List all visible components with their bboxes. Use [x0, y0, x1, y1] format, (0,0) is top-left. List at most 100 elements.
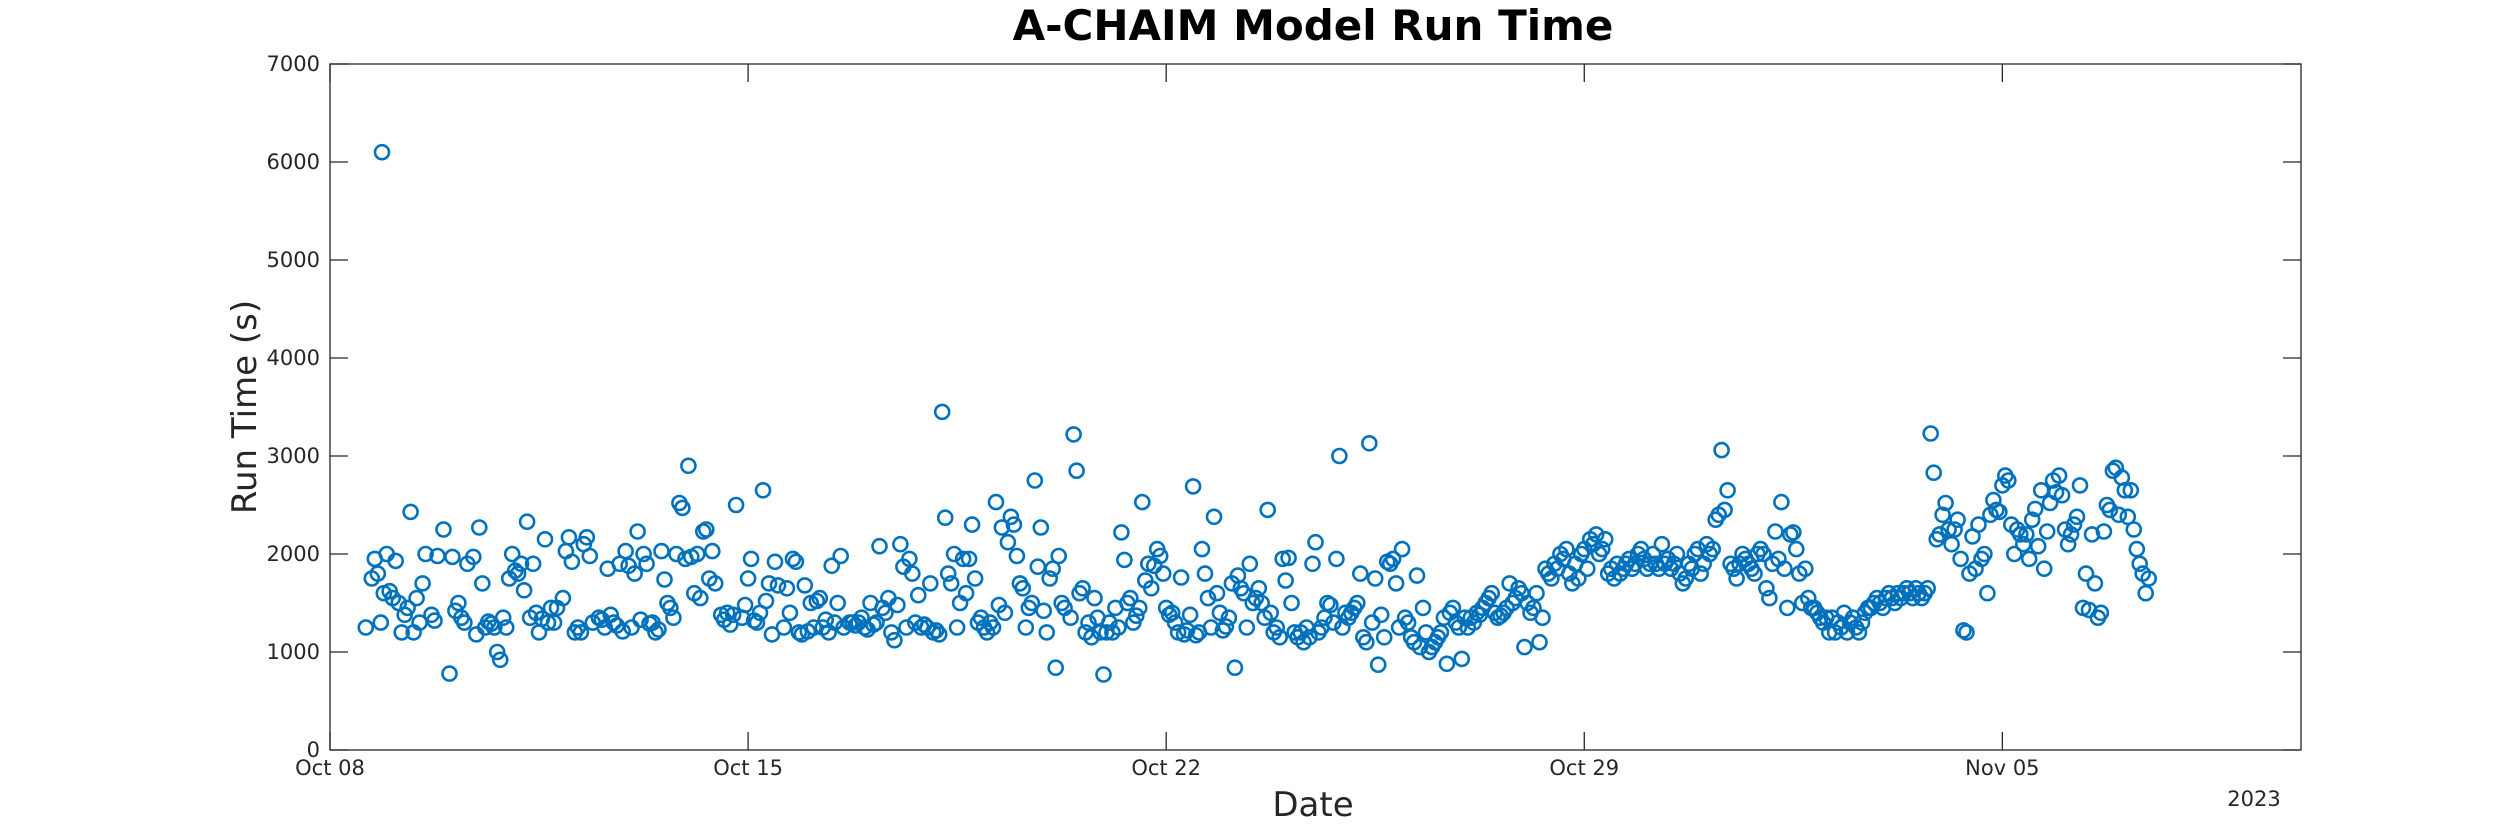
- data-point: [811, 589, 829, 607]
- data-point: [996, 604, 1014, 622]
- data-point: [372, 614, 390, 631]
- data-point: [1325, 614, 1342, 631]
- x-tick-label: Nov 05: [1965, 756, 2039, 780]
- data-point: [1113, 524, 1130, 541]
- data-point: [470, 519, 488, 536]
- data-point: [1970, 516, 1987, 533]
- data-point: [408, 589, 425, 607]
- data-point: [960, 550, 978, 568]
- plot-frame: [329, 63, 2302, 751]
- data-point: [832, 547, 850, 565]
- data-point: [1853, 614, 1871, 631]
- data-point: [1211, 604, 1229, 622]
- data-point: [1366, 570, 1384, 587]
- data-point: [999, 533, 1017, 551]
- data-point: [886, 631, 903, 649]
- data-point: [563, 553, 581, 571]
- y-tick-label: 1000: [267, 640, 320, 664]
- data-point: [426, 612, 443, 629]
- data-point: [2029, 537, 2047, 555]
- data-point: [930, 626, 948, 643]
- data-point: [2110, 506, 2128, 524]
- data-point: [1922, 425, 1939, 442]
- data-point: [1086, 589, 1103, 607]
- data-point: [757, 592, 775, 610]
- data-point: [674, 499, 691, 517]
- data-point: [593, 611, 611, 629]
- data-point: [1101, 614, 1118, 631]
- data-point: [1328, 550, 1345, 568]
- data-point: [1779, 599, 1796, 617]
- data-point: [1516, 638, 1533, 656]
- data-point: [697, 521, 715, 538]
- data-point: [706, 575, 724, 592]
- data-point: [1593, 540, 1611, 558]
- data-point: [2122, 481, 2140, 499]
- data-point: [444, 548, 461, 566]
- data-point: [2131, 555, 2148, 573]
- data-point: [662, 599, 679, 617]
- data-point: [1038, 624, 1055, 641]
- data-point: [736, 596, 754, 614]
- data-point: [2125, 521, 2143, 538]
- data-point: [889, 596, 906, 614]
- data-point: [441, 665, 458, 682]
- data-point: [2035, 560, 2053, 578]
- data-point: [653, 542, 670, 560]
- data-point: [2140, 570, 2157, 587]
- data-point: [1946, 521, 1963, 538]
- data-point: [936, 509, 954, 527]
- data-point: [668, 545, 685, 563]
- data-point: [1184, 478, 1202, 495]
- data-point: [2086, 575, 2104, 592]
- data-point: [2023, 511, 2041, 529]
- data-point: [512, 555, 530, 573]
- data-point: [1925, 464, 1942, 482]
- data-point: [1411, 638, 1429, 656]
- data-point: [1238, 619, 1256, 636]
- data-point: [1271, 628, 1288, 646]
- data-point: [2059, 535, 2077, 553]
- data-point: [1358, 633, 1375, 651]
- data-point: [1331, 447, 1348, 465]
- data-point: [1438, 655, 1456, 673]
- data-point: [688, 545, 706, 563]
- data-point: [1277, 572, 1294, 589]
- data-point: [724, 606, 742, 624]
- data-point: [2050, 467, 2068, 484]
- data-point: [963, 516, 981, 533]
- data-point: [1713, 441, 1730, 459]
- data-point: [1393, 540, 1411, 558]
- data-point: [1483, 584, 1500, 602]
- x-tick-label: Oct 29: [1549, 756, 1619, 780]
- data-point: [1587, 526, 1605, 543]
- data-point: [1788, 540, 1805, 558]
- data-point: [1746, 565, 1763, 582]
- data-point: [1074, 579, 1091, 597]
- data-point: [805, 619, 823, 636]
- data-point: [871, 537, 888, 555]
- data-point: [1154, 565, 1172, 582]
- data-point: [1976, 545, 1993, 563]
- data-point: [1128, 607, 1145, 625]
- data-point: [1704, 540, 1721, 558]
- data-point: [1850, 624, 1868, 641]
- data-point: [1131, 599, 1148, 617]
- data-point: [1092, 624, 1109, 641]
- data-point: [485, 619, 503, 636]
- data-point: [2006, 545, 2023, 563]
- data-point: [1501, 575, 1518, 592]
- data-point: [417, 545, 434, 563]
- data-point: [387, 552, 405, 570]
- y-axis-label: Run Time (s): [225, 300, 265, 514]
- data-point: [1369, 656, 1387, 674]
- data-point: [1384, 550, 1402, 568]
- data-point: [2068, 508, 2086, 526]
- data-point: [2026, 500, 2044, 518]
- data-point: [656, 571, 673, 588]
- data-point: [1797, 560, 1814, 578]
- data-point: [748, 614, 766, 631]
- data-point: [987, 493, 1005, 511]
- data-point: [1773, 493, 1790, 511]
- data-point: [572, 624, 590, 641]
